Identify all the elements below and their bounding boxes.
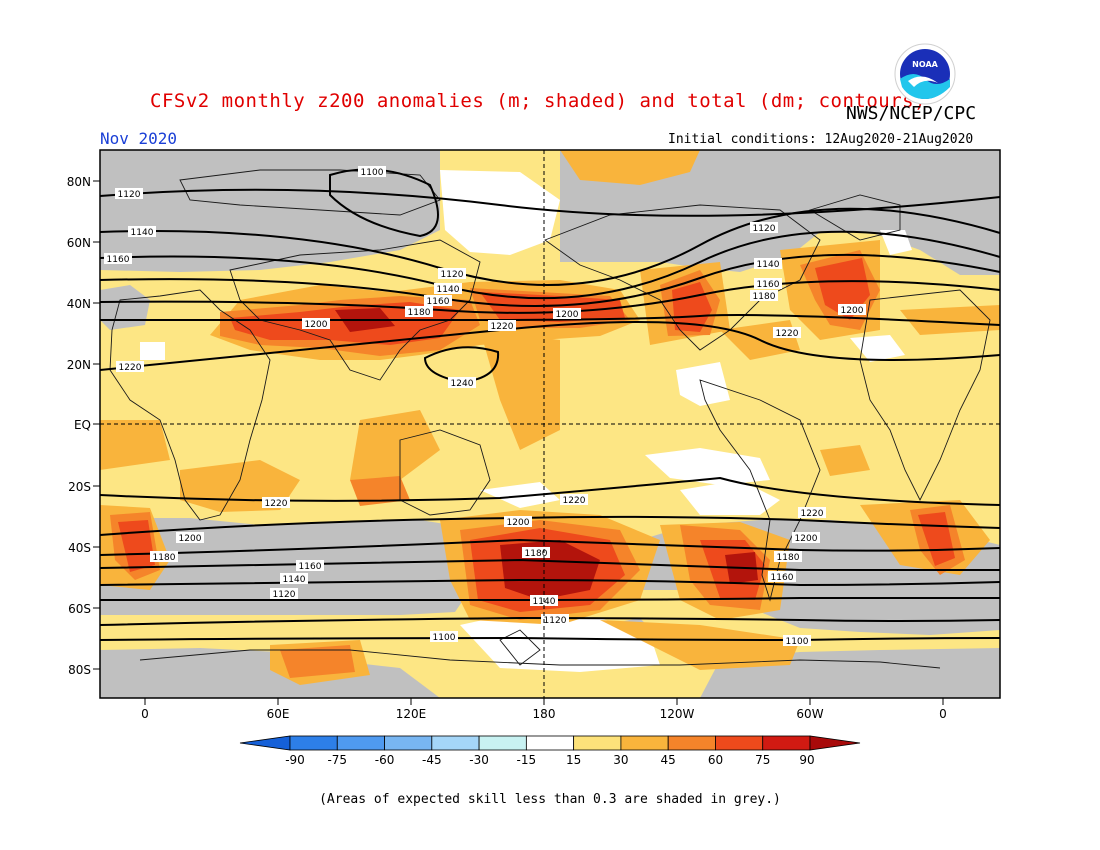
svg-text:1120: 1120 <box>441 270 464 280</box>
latitude-axis: 80N 60N 40N 20N EQ 20S 40S 60S 80S <box>67 175 100 677</box>
svg-text:1120: 1120 <box>118 190 141 200</box>
colorbar-box <box>573 735 622 751</box>
svg-text:NOAA: NOAA <box>912 60 938 69</box>
lat-label: 20N <box>67 358 91 372</box>
lat-label: 20S <box>68 480 91 494</box>
colorbar-tick-label: -75 <box>327 753 347 767</box>
svg-text:1220: 1220 <box>491 322 514 332</box>
initial-conditions: Initial conditions: 12Aug2020-21Aug2020 <box>668 132 974 147</box>
lon-label: 120E <box>396 707 427 721</box>
svg-text:1140: 1140 <box>437 285 460 295</box>
colorbar-tick-label: -45 <box>422 753 442 767</box>
noaa-logo-icon: NOAA <box>894 43 956 105</box>
colorbar-arrow-high <box>809 735 861 751</box>
colorbar-box <box>336 735 385 751</box>
svg-text:1200: 1200 <box>795 534 818 544</box>
agency-label: NWS/NCEP/CPC <box>846 103 977 124</box>
colorbar-box <box>384 735 433 751</box>
lon-label: 180 <box>533 707 556 721</box>
colorbar-box <box>431 735 480 751</box>
lat-label: EQ <box>74 418 91 432</box>
svg-text:1140: 1140 <box>131 228 154 238</box>
svg-text:1180: 1180 <box>408 308 431 318</box>
colorbar: -90 -75 -60 -45 -30 -15 15 30 45 60 75 90 <box>239 735 861 767</box>
colorbar-tick-label: 75 <box>755 753 770 767</box>
lon-label: 60E <box>267 707 290 721</box>
svg-text:1200: 1200 <box>556 310 579 320</box>
lat-label: 40S <box>68 541 91 555</box>
lat-label: 60N <box>67 236 91 250</box>
longitude-axis: 0 60E 120E 180 120W 60W 0 <box>141 698 947 721</box>
lon-label: 0 <box>939 707 947 721</box>
svg-text:1160: 1160 <box>757 280 780 290</box>
colorbar-tick-label: 30 <box>613 753 628 767</box>
colorbar-arrow-low <box>239 735 291 751</box>
valid-month: Nov 2020 <box>100 129 178 148</box>
chart-title: CFSv2 monthly z200 anomalies (m; shaded)… <box>150 90 927 112</box>
colorbar-box <box>289 735 338 751</box>
svg-text:1220: 1220 <box>563 496 586 506</box>
svg-text:1100: 1100 <box>433 633 456 643</box>
svg-text:1200: 1200 <box>507 518 530 528</box>
svg-text:1220: 1220 <box>119 363 142 373</box>
colorbar-tick-label: -30 <box>469 753 489 767</box>
svg-text:1200: 1200 <box>841 306 864 316</box>
lat-label: 40N <box>67 297 91 311</box>
lon-label: 60W <box>796 707 823 721</box>
svg-text:1240: 1240 <box>451 379 474 389</box>
svg-text:1140: 1140 <box>757 260 780 270</box>
svg-text:1100: 1100 <box>361 168 384 178</box>
svg-text:1140: 1140 <box>283 575 306 585</box>
svg-text:1220: 1220 <box>801 509 824 519</box>
svg-text:1200: 1200 <box>305 320 328 330</box>
svg-text:1160: 1160 <box>771 573 794 583</box>
svg-text:1120: 1120 <box>273 590 296 600</box>
svg-text:1180: 1180 <box>525 549 548 559</box>
lon-label: 120W <box>660 707 695 721</box>
skill-footnote: (Areas of expected skill less than 0.3 a… <box>319 792 781 807</box>
contour-labels-north: 1100 1120 1140 1160 1180 1200 1220 1240 … <box>104 166 866 389</box>
svg-text:1220: 1220 <box>265 499 288 509</box>
colorbar-tick-label: 45 <box>661 753 676 767</box>
colorbar-box <box>620 735 669 751</box>
colorbar-tick-label: 15 <box>566 753 581 767</box>
svg-text:1120: 1120 <box>544 616 567 626</box>
colorbar-box <box>525 735 575 751</box>
svg-text:1160: 1160 <box>427 297 450 307</box>
near-zero-white-areas <box>140 170 912 672</box>
svg-text:1120: 1120 <box>753 224 776 234</box>
colorbar-tick-label: 60 <box>708 753 723 767</box>
colorbar-tick-label: -90 <box>285 753 305 767</box>
svg-text:1100: 1100 <box>786 637 809 647</box>
colorbar-box <box>667 735 716 751</box>
svg-text:1160: 1160 <box>299 562 322 572</box>
svg-text:1200: 1200 <box>179 534 202 544</box>
colorbar-tick-label: -60 <box>375 753 395 767</box>
lat-label: 80N <box>67 175 91 189</box>
lat-label: 60S <box>68 602 91 616</box>
lat-label: 80S <box>68 663 91 677</box>
colorbar-tick-label: 90 <box>799 753 814 767</box>
svg-text:1220: 1220 <box>776 329 799 339</box>
colorbar-box <box>478 735 527 751</box>
colorbar-tick-label: -15 <box>517 753 537 767</box>
coastlines <box>109 169 991 669</box>
colorbar-box <box>715 735 764 751</box>
low-skill-grey-areas <box>100 150 1000 698</box>
lon-label: 0 <box>141 707 149 721</box>
svg-text:1160: 1160 <box>107 255 130 265</box>
colorbar-box <box>762 735 811 751</box>
svg-text:1180: 1180 <box>753 292 776 302</box>
svg-text:1180: 1180 <box>777 553 800 563</box>
svg-text:1180: 1180 <box>153 553 176 563</box>
